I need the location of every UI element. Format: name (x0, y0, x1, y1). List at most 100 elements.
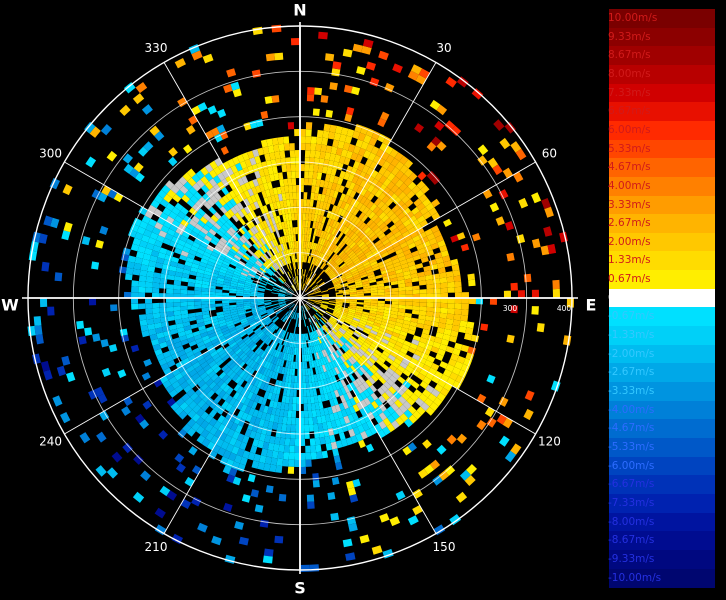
echo-cell (314, 275, 320, 282)
echo-cell (250, 302, 258, 305)
echo-cell (468, 279, 476, 287)
echo-cell (308, 227, 313, 235)
echo-cell (297, 269, 299, 277)
echo-cell (166, 302, 174, 308)
echo-cell (330, 353, 336, 361)
echo-cell (303, 347, 306, 355)
echo-cell (286, 256, 291, 264)
echo-cell (219, 432, 228, 441)
echo-cell (316, 337, 321, 345)
echo-cell (174, 271, 183, 278)
echo-cell (202, 314, 210, 319)
echo-cell (386, 406, 396, 415)
echo-cell (308, 171, 314, 179)
echo-cell (442, 255, 451, 263)
echo-cell (283, 136, 290, 144)
echo-cell (280, 287, 287, 292)
echo-cell (205, 378, 214, 387)
echo-cell (174, 372, 184, 381)
echo-cell (287, 466, 295, 474)
echo-cell (304, 248, 307, 256)
echo-cell (194, 351, 203, 358)
echo-cell (337, 318, 345, 323)
echo-cell (166, 298, 174, 303)
echo-cell (266, 181, 273, 190)
echo-cell (260, 265, 268, 272)
echo-cell (152, 307, 160, 314)
echo-cell (368, 211, 376, 220)
echo-cell (255, 224, 261, 232)
echo-cell (268, 241, 274, 249)
echo-cell (294, 347, 297, 355)
echo-cell (288, 256, 292, 264)
echo-cell (311, 249, 316, 258)
echo-cell (339, 193, 346, 202)
echo-cell (267, 166, 274, 175)
echo-cell (276, 350, 281, 359)
echo-cell (359, 408, 367, 417)
echo-cell (414, 211, 423, 220)
echo-cell (366, 319, 375, 325)
echo-cell (130, 298, 139, 304)
echo-cell (309, 332, 314, 340)
echo-cell (452, 348, 461, 356)
echo-cell (379, 248, 388, 255)
echo-cell (412, 298, 420, 303)
echo-cell (222, 161, 231, 170)
echo-cell (293, 284, 297, 291)
echo-cell (240, 192, 247, 201)
echo-cell (169, 348, 178, 356)
echo-cell (377, 429, 386, 439)
echo-cell (305, 445, 311, 453)
echo-cell (226, 268, 235, 274)
echo-cell (371, 224, 379, 232)
echo-cell (216, 359, 225, 367)
echo-cell (329, 337, 336, 345)
echo-cell (257, 300, 265, 303)
echo-cell (418, 193, 428, 203)
echo-cell (447, 281, 455, 288)
echo-cell (133, 162, 144, 173)
echo-cell (258, 268, 266, 274)
echo-cell (354, 247, 362, 255)
echo-cell (260, 366, 266, 375)
echo-cell (310, 242, 314, 250)
echo-cell (245, 339, 253, 346)
echo-cell (326, 339, 332, 347)
echo-cell (371, 146, 380, 155)
echo-cell (179, 401, 189, 411)
echo-cell (295, 354, 298, 362)
echo-cell (289, 389, 294, 397)
legend-label: -5.33m/s (608, 440, 655, 453)
echo-cell (290, 241, 293, 249)
echo-cell (402, 400, 412, 410)
echo-cell (203, 320, 212, 326)
echo-cell (400, 263, 409, 269)
echo-cell (241, 354, 248, 362)
echo-cell (273, 357, 279, 365)
echo-cell (382, 160, 391, 170)
echo-cell (358, 439, 366, 449)
echo-cell (413, 198, 423, 207)
echo-cell (418, 310, 427, 316)
echo-cell (385, 260, 393, 267)
echo-cell (552, 288, 560, 298)
echo-cell (408, 172, 418, 182)
echo-cell (184, 190, 194, 199)
echo-cell (361, 245, 369, 253)
echo-cell (326, 249, 332, 257)
echo-cell (257, 292, 265, 295)
echo-cell (313, 395, 319, 403)
echo-cell (346, 212, 353, 220)
echo-cell (365, 61, 376, 71)
echo-cell (240, 208, 248, 216)
echo-cell (363, 288, 371, 292)
echo-cell (292, 312, 296, 319)
echo-cell (244, 264, 252, 270)
echo-cell (156, 353, 165, 361)
echo-cell (245, 262, 253, 268)
echo-cell (398, 294, 406, 298)
azimuth-label-120: 120 (538, 435, 561, 449)
echo-cell (195, 416, 205, 426)
echo-cell (356, 350, 364, 357)
